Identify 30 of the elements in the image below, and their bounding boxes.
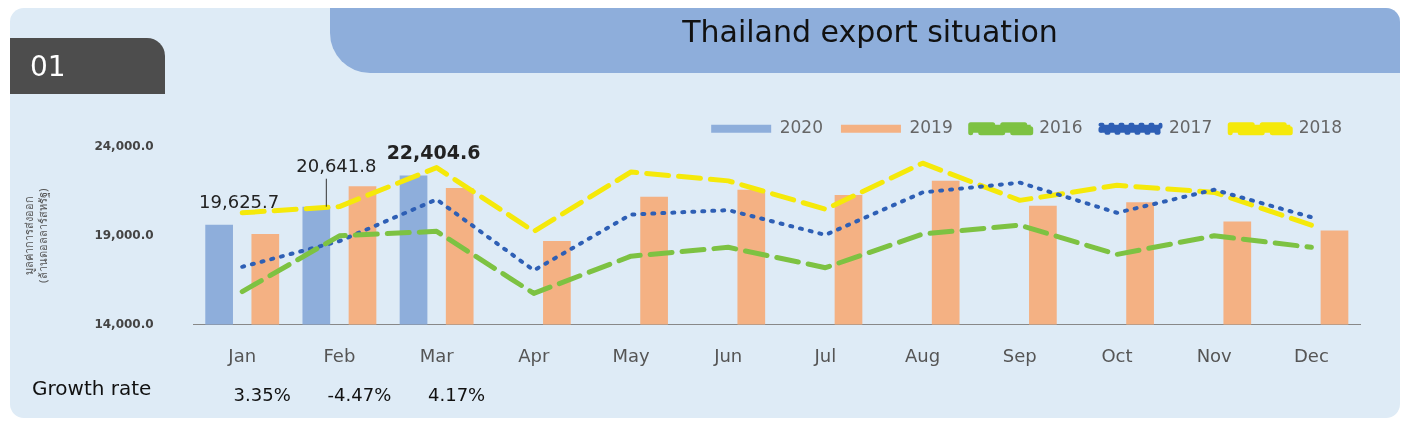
- x-tick-label: Dec: [1293, 344, 1329, 366]
- legend-label: 2016: [1039, 117, 1083, 138]
- text: 4.17%: [428, 383, 486, 405]
- x-tick-label: Jul: [813, 344, 837, 366]
- chart-title: Thailand export situation: [681, 14, 1059, 49]
- x-tick-label: May: [612, 344, 650, 366]
- text: Growth rate: [32, 376, 152, 400]
- legend-label: 2018: [1298, 117, 1342, 138]
- y-tick-label: 19,000.0: [94, 227, 154, 242]
- legend-label: 2017: [1168, 117, 1213, 138]
- x-tick-label: Oct: [1101, 344, 1133, 366]
- x-tick-label: Apr: [518, 344, 550, 366]
- y-axis-title: มูลค่าการส่งออก (ล้านดอลลาร์สหรัฐ): [23, 188, 50, 284]
- data-label: 19,625.7: [199, 191, 280, 213]
- x-tick-label: Nov: [1196, 344, 1233, 366]
- x-tick-label: Jun: [713, 344, 743, 366]
- x-tick-label: Sep: [1002, 344, 1037, 366]
- text: 3.35%: [233, 383, 291, 405]
- legend-label: 2020: [779, 117, 823, 138]
- data-label: 22,404.6: [386, 140, 481, 163]
- text: 01: [30, 50, 66, 83]
- x-tick-label: Feb: [323, 344, 356, 366]
- legend-label: 2019: [909, 117, 953, 138]
- text: -4.47%: [327, 383, 392, 405]
- y-tick-label: 14,000.0: [94, 316, 154, 331]
- data-label: 20,641.8: [296, 155, 377, 177]
- x-tick-label: Aug: [905, 344, 941, 366]
- x-tick-label: Mar: [419, 344, 455, 366]
- x-tick-label: Jan: [227, 344, 257, 366]
- y-tick-label: 24,000.0: [94, 139, 154, 154]
